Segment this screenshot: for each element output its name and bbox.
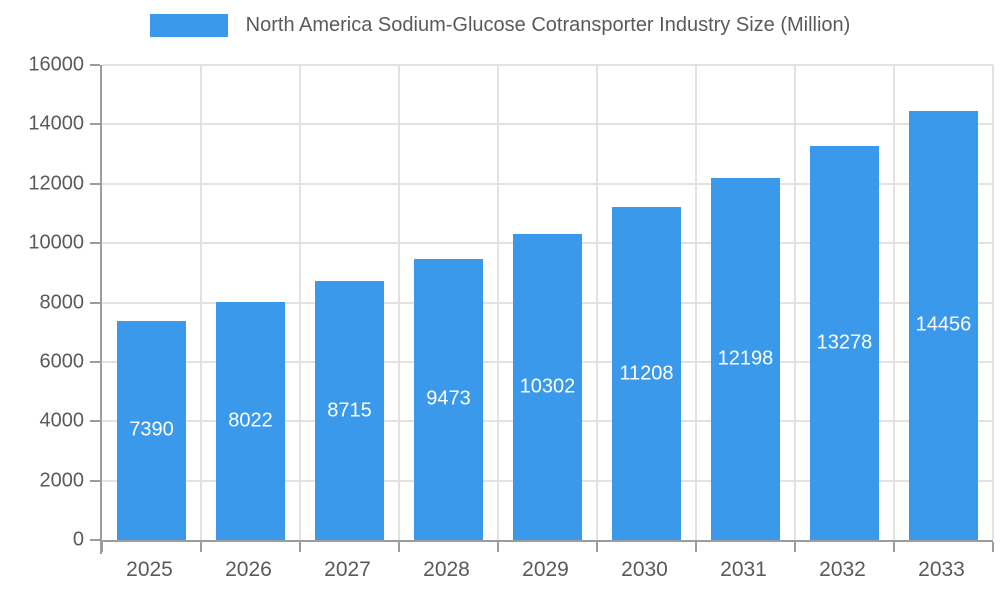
y-axis-tick bbox=[90, 301, 100, 304]
gridline-h bbox=[102, 123, 993, 126]
x-axis-tick bbox=[200, 542, 202, 552]
x-axis-label: 2028 bbox=[423, 558, 470, 581]
legend-swatch bbox=[149, 14, 228, 37]
x-axis-label: 2032 bbox=[819, 558, 866, 581]
bar-value-label: 13278 bbox=[816, 331, 873, 354]
y-axis-label: 14000 bbox=[28, 112, 84, 135]
bar: 10302 bbox=[512, 234, 583, 540]
x-axis-tick bbox=[694, 542, 697, 552]
gridline-v bbox=[200, 65, 202, 540]
gridline-v bbox=[397, 65, 400, 540]
x-axis-tick bbox=[299, 542, 301, 552]
x-axis-tick bbox=[101, 542, 103, 552]
bar-value-label: 8022 bbox=[228, 409, 273, 432]
x-axis-tick bbox=[992, 542, 994, 552]
bar-value-label: 11208 bbox=[619, 362, 674, 385]
x-axis-label: 2026 bbox=[225, 558, 272, 581]
bar: 13278 bbox=[809, 145, 880, 540]
x-axis-label: 2027 bbox=[324, 558, 371, 581]
y-axis-label: 2000 bbox=[39, 469, 85, 492]
gridline-h bbox=[102, 64, 993, 66]
gridline-v bbox=[992, 65, 994, 540]
gridline-v bbox=[497, 65, 499, 540]
y-axis-tick bbox=[90, 123, 100, 126]
bar-value-label: 8715 bbox=[327, 399, 372, 422]
y-axis-label: 10000 bbox=[28, 231, 84, 254]
legend: North America Sodium-Glucose Cotransport… bbox=[0, 14, 1000, 37]
bar: 11208 bbox=[611, 207, 682, 540]
bar-value-label: 7390 bbox=[129, 418, 174, 441]
legend-label: North America Sodium-Glucose Cotransport… bbox=[245, 14, 851, 36]
x-axis-tick bbox=[596, 542, 598, 552]
gridline-h bbox=[102, 182, 993, 185]
y-axis-tick bbox=[90, 182, 100, 185]
y-axis-label: 8000 bbox=[39, 291, 85, 313]
y-axis-tick bbox=[90, 360, 100, 363]
bar-value-label: 10302 bbox=[519, 375, 576, 398]
bar-value-label: 12198 bbox=[717, 347, 774, 370]
y-axis-label: 0 bbox=[72, 528, 84, 551]
bar: 9473 bbox=[413, 258, 484, 540]
gridline-v bbox=[893, 65, 895, 540]
y-axis-label: 6000 bbox=[39, 350, 85, 373]
y-axis-tick bbox=[90, 420, 100, 423]
x-axis-tick bbox=[397, 542, 400, 552]
y-axis-label: 12000 bbox=[28, 172, 84, 195]
bar: 8022 bbox=[215, 301, 286, 540]
bar: 12198 bbox=[710, 177, 781, 540]
plot-area: 7390 8022 8715 9473 10302 11208 12198 13278 1445… bbox=[90, 64, 994, 554]
x-axis-label: 2031 bbox=[720, 558, 767, 581]
y-axis-tick bbox=[90, 242, 100, 245]
x-axis-label: 2029 bbox=[522, 558, 569, 581]
x-axis-label: 2025 bbox=[126, 558, 173, 581]
gridline-v bbox=[694, 65, 697, 540]
gridline-v bbox=[794, 65, 796, 540]
x-axis-tick bbox=[794, 542, 796, 552]
y-axis-label: 16000 bbox=[28, 53, 84, 76]
bar: 8715 bbox=[314, 281, 385, 540]
y-axis-tick bbox=[90, 479, 100, 482]
bar: 7390 bbox=[116, 320, 187, 540]
bar: 14456 bbox=[908, 110, 979, 540]
x-axis-label: 2033 bbox=[918, 558, 965, 581]
y-axis-labels: 0 2000 4000 6000 8000 10000 12000 14000 16000 bbox=[0, 54, 85, 551]
bar-value-label: 14456 bbox=[915, 313, 972, 336]
x-axis-tick bbox=[497, 542, 499, 552]
x-axis-tick bbox=[893, 542, 895, 552]
y-axis-tick bbox=[90, 64, 100, 66]
gridline-v bbox=[299, 65, 301, 540]
y-axis-tick bbox=[90, 539, 100, 541]
bar-value-label: 9473 bbox=[426, 387, 471, 410]
gridline-v bbox=[596, 65, 598, 540]
x-axis-label: 2030 bbox=[621, 558, 668, 581]
x-axis-labels: 2025 2026 2027 2028 2029 2030 2031 2032 2033 bbox=[100, 540, 991, 590]
y-axis-label: 4000 bbox=[39, 409, 85, 432]
